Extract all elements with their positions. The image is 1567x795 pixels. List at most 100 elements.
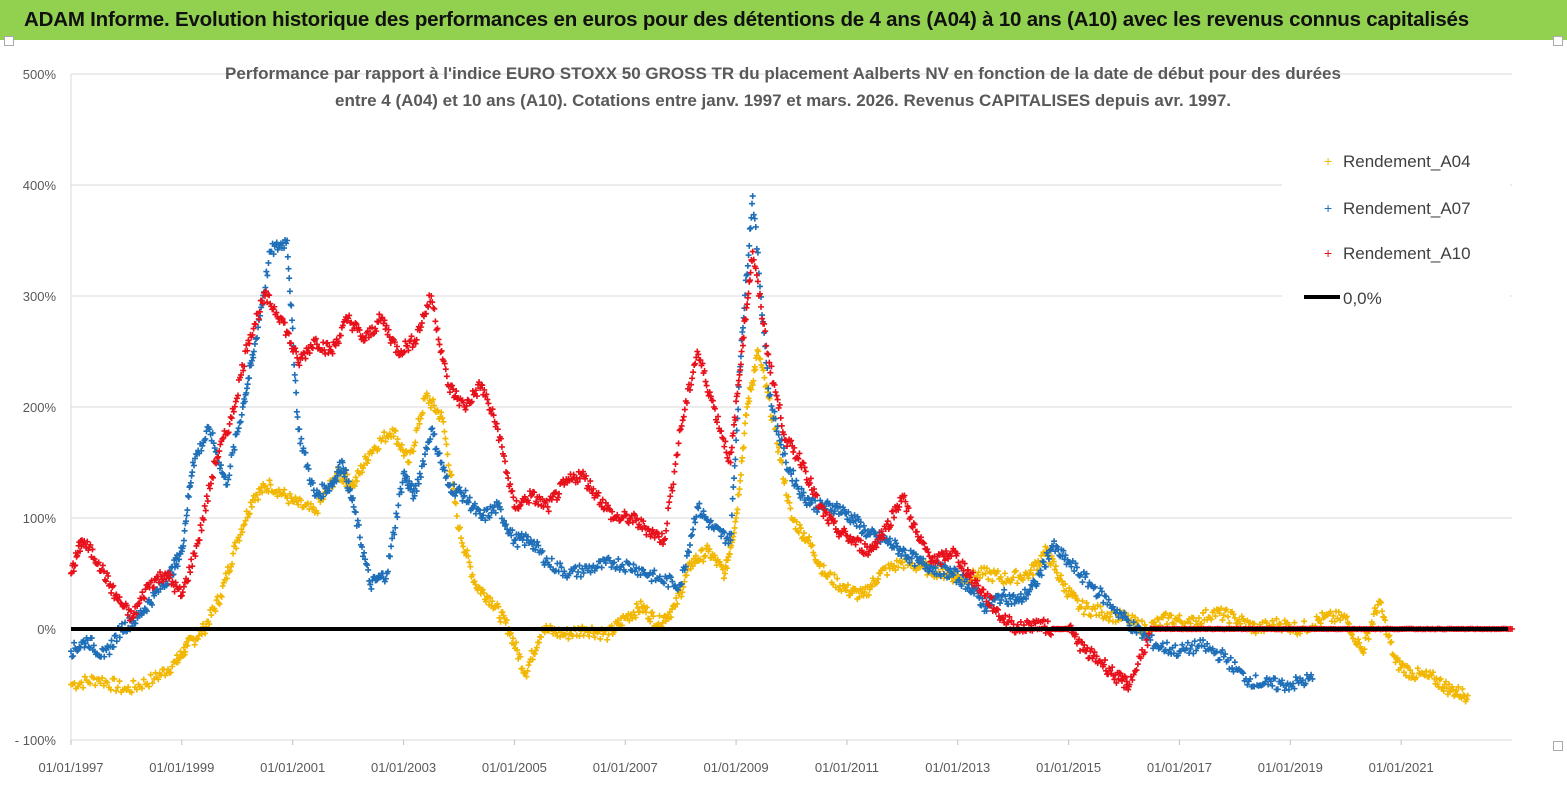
point-a10 — [548, 496, 555, 503]
point-a07 — [116, 634, 123, 641]
point-a10 — [376, 311, 383, 318]
point-a10 — [679, 417, 686, 424]
point-a10 — [913, 528, 920, 535]
point-a10 — [184, 578, 191, 585]
point-a10 — [206, 485, 213, 492]
point-a10 — [873, 544, 880, 551]
point-a07 — [273, 239, 280, 246]
point-a10 — [677, 426, 684, 433]
point-a07 — [497, 506, 504, 513]
point-a04 — [222, 570, 229, 577]
point-a10 — [905, 505, 912, 512]
point-a07 — [656, 573, 663, 580]
point-a10 — [240, 367, 247, 374]
point-a10 — [576, 475, 583, 482]
point-a07 — [106, 651, 113, 658]
point-a04 — [78, 679, 85, 686]
point-a04 — [643, 609, 650, 616]
point-a04 — [1162, 610, 1169, 617]
point-a10 — [570, 471, 577, 478]
point-a07 — [289, 325, 296, 332]
point-a10 — [951, 547, 958, 554]
point-a07 — [438, 459, 445, 466]
point-a07 — [640, 566, 647, 573]
point-a07 — [471, 500, 478, 507]
point-a10 — [408, 333, 415, 340]
point-a04 — [1097, 603, 1104, 610]
point-a07 — [1031, 578, 1038, 585]
resize-handle-top-left[interactable] — [4, 36, 14, 46]
point-a04 — [460, 543, 467, 550]
point-a10 — [966, 574, 973, 581]
point-a07 — [395, 502, 402, 509]
x-tick-label: 01/01/2003 — [371, 760, 436, 775]
point-a07 — [419, 458, 426, 465]
point-a07 — [84, 637, 91, 644]
point-a10 — [404, 342, 411, 349]
point-a07 — [1044, 552, 1051, 559]
point-a10 — [883, 521, 890, 528]
point-a10 — [1144, 642, 1151, 649]
resize-handle-bottom-right[interactable] — [1553, 741, 1563, 751]
resize-handle-top-right[interactable] — [1553, 36, 1563, 46]
point-a07 — [189, 469, 196, 476]
point-a04 — [427, 404, 434, 411]
point-a04 — [1356, 639, 1363, 646]
point-a10 — [468, 398, 475, 405]
point-a04 — [844, 581, 851, 588]
point-a07 — [1100, 599, 1107, 606]
point-a07 — [466, 494, 473, 501]
point-a07 — [543, 555, 550, 562]
point-a10 — [1093, 653, 1100, 660]
point-a04 — [87, 680, 94, 687]
point-a04 — [414, 425, 421, 432]
point-a07 — [678, 580, 685, 587]
point-a07 — [302, 449, 309, 456]
point-a07 — [118, 620, 125, 627]
point-a04 — [286, 490, 293, 497]
point-a07 — [1068, 563, 1075, 570]
point-a04 — [514, 646, 521, 653]
point-a07 — [461, 492, 468, 499]
point-a10 — [417, 324, 424, 331]
point-a04 — [1027, 567, 1034, 574]
point-a07 — [695, 505, 702, 512]
point-a07 — [1082, 574, 1089, 581]
point-a10 — [961, 560, 968, 567]
point-a04 — [495, 603, 502, 610]
point-a07 — [300, 445, 307, 452]
point-a04 — [874, 579, 881, 586]
point-a07 — [391, 531, 398, 538]
point-a04 — [1355, 636, 1362, 643]
legend-label-zero: 0,0% — [1343, 289, 1382, 308]
point-a07 — [88, 635, 95, 642]
point-a10 — [127, 608, 134, 615]
point-a04 — [743, 412, 750, 419]
point-a10 — [150, 584, 157, 591]
point-a07 — [265, 259, 272, 266]
point-a04 — [199, 620, 206, 627]
point-a07 — [648, 578, 655, 585]
point-a10 — [216, 448, 223, 455]
point-a10 — [954, 550, 961, 557]
point-a10 — [490, 412, 497, 419]
point-a10 — [879, 531, 886, 538]
point-a07 — [399, 479, 406, 486]
point-a07 — [222, 474, 229, 481]
point-a07 — [946, 573, 953, 580]
point-a10 — [202, 507, 209, 514]
point-a04 — [739, 454, 746, 461]
point-a10 — [1032, 620, 1039, 627]
point-a04 — [634, 604, 641, 611]
point-a07 — [482, 517, 489, 524]
point-a04 — [1050, 558, 1057, 565]
point-a10 — [740, 342, 747, 349]
point-a10 — [658, 530, 665, 537]
chart-title-line2: entre 4 (A04) et 10 ans (A10). Cotations… — [335, 91, 1231, 110]
point-a07 — [415, 480, 422, 487]
point-a10 — [768, 363, 775, 370]
point-a10 — [747, 269, 754, 276]
point-a07 — [807, 499, 814, 506]
point-a07 — [558, 564, 565, 571]
point-a07 — [230, 443, 237, 450]
